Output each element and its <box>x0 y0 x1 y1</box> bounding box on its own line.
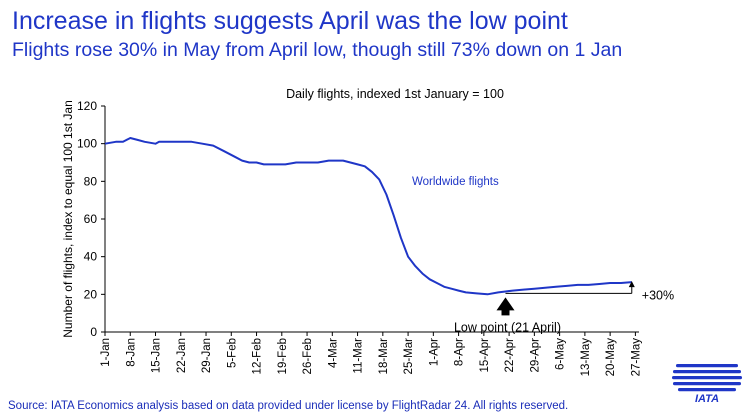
y-tick-label: 100 <box>77 137 97 151</box>
low-point-arrow-stem <box>501 309 510 316</box>
x-tick-label: 8-Jan <box>125 338 137 367</box>
x-tick-label: 4-Mar <box>327 338 339 368</box>
x-tick-label: 29-Jan <box>201 338 213 373</box>
source-note: Source: IATA Economics analysis based on… <box>8 400 569 412</box>
y-tick-label: 60 <box>84 212 98 226</box>
low-point-label: Low point (21 April) <box>454 320 561 334</box>
y-tick-label: 20 <box>84 287 98 301</box>
chart-annotations: Worldwide flights Low point (21 April) +30… <box>412 176 674 334</box>
y-axis-label: Number of flights, index to equal 100 1s… <box>61 100 75 337</box>
series-line-worldwide-flights <box>104 137 632 296</box>
x-tick-label: 5-Feb <box>226 338 238 368</box>
low-point-arrow-icon <box>496 297 515 311</box>
increase-label: +30% <box>642 288 674 302</box>
page-subtitle: Flights rose 30% in May from April low, … <box>12 39 623 61</box>
x-tick-label: 1-Apr <box>428 338 440 366</box>
x-tick-label: 22-Jan <box>176 338 188 373</box>
increase-arrow-icon <box>628 281 635 288</box>
x-tick-label: 19-Feb <box>277 338 289 374</box>
chart-title: Daily flights, indexed 1st January = 100 <box>286 87 504 101</box>
iata-globe-logo-icon: IATA <box>672 364 742 404</box>
x-tick-label: 11-Mar <box>353 338 365 374</box>
y-tick-label: 0 <box>90 325 97 339</box>
x-tick-label: 26-Feb <box>302 338 314 374</box>
y-tick-label: 120 <box>77 99 97 113</box>
y-tick-label: 80 <box>84 174 98 188</box>
x-tick-label: 27-May <box>630 338 642 377</box>
x-tick-label: 18-Mar <box>378 338 390 375</box>
x-tick-label: 22-Apr <box>504 338 516 373</box>
chart-axes: Number of flights, index to equal 100 1s… <box>61 100 639 338</box>
logo-text: IATA <box>695 393 719 404</box>
x-tick-label: 13-May <box>580 338 592 377</box>
x-tick-label: 15-Jan <box>151 338 163 373</box>
x-tick-label: 25-Mar <box>403 338 415 375</box>
x-tick-label: 29-Apr <box>529 338 541 373</box>
x-tick-label: 15-Apr <box>479 338 491 373</box>
page-title: Increase in flights suggests April was t… <box>12 7 568 35</box>
series-label: Worldwide flights <box>412 176 499 188</box>
x-tick-label: 6-May <box>555 338 567 370</box>
chart-series <box>104 137 632 296</box>
chart-ticks: 0 20 40 60 80 100 120 1-Jan 8-Jan 15-Jan 22-Jan 29-… <box>77 99 642 376</box>
x-tick-label: 20-May <box>605 338 617 377</box>
y-tick-label: 40 <box>84 250 98 264</box>
x-tick-label: 1-Jan <box>100 338 112 367</box>
x-tick-label: 12-Feb <box>252 338 264 374</box>
x-tick-label: 8-Apr <box>454 338 466 366</box>
